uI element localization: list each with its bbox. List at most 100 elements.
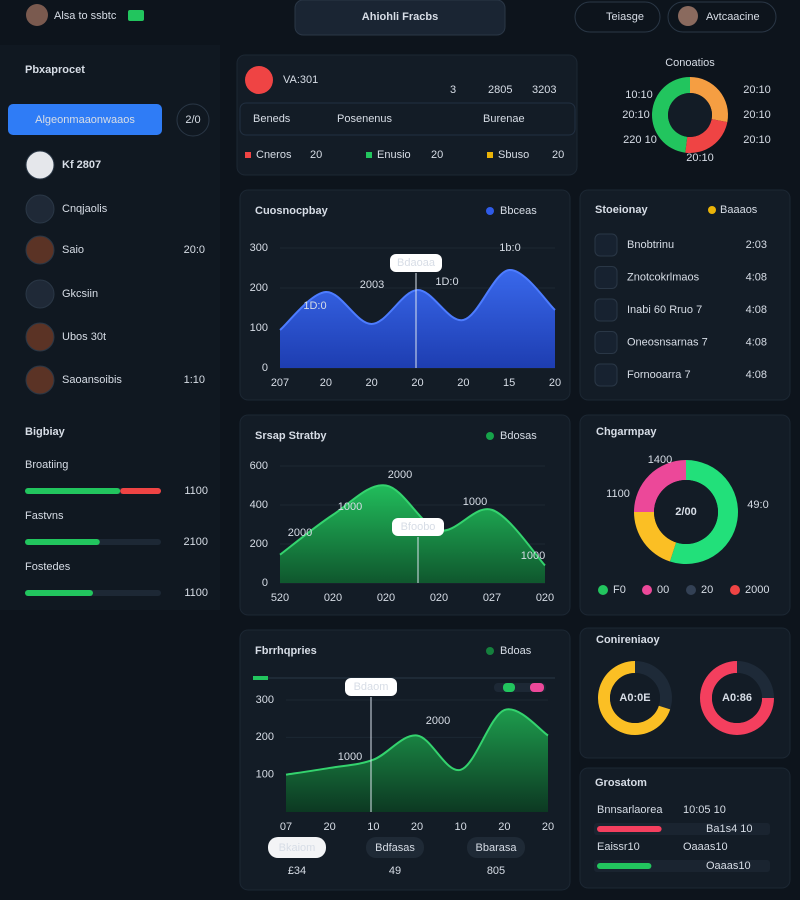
annotation: 2000: [426, 715, 450, 727]
tab-label: Bbarasa: [476, 842, 518, 854]
user-name: Alsa to ssbtc: [54, 10, 117, 22]
x-tick-label: 20: [324, 821, 336, 833]
annotation: 220 10: [623, 134, 657, 146]
annotation: 2000: [388, 469, 412, 481]
column-label: Posenenus: [337, 113, 393, 125]
summary-icon: [245, 66, 273, 94]
profile-button[interactable]: [667, 1, 777, 33]
x-tick-label: 20: [411, 821, 423, 833]
y-tick-label: 300: [250, 242, 268, 254]
row-icon: [594, 298, 618, 322]
x-tick-label: 207: [271, 377, 289, 389]
bar-name: Eaissr10: [597, 841, 640, 853]
progress-segment: [25, 488, 121, 494]
legend-dot: [642, 585, 652, 595]
legend-dot: [486, 432, 494, 440]
x-tick-label: 20: [366, 377, 378, 389]
bar-value: Oaaas10: [683, 841, 728, 853]
annotation: 1000: [338, 751, 362, 763]
legend-dot: [730, 585, 740, 595]
x-tick-label: 020: [324, 592, 342, 604]
sidebar-title: Pbxaprocet: [25, 64, 85, 76]
progress-segment: [120, 488, 161, 494]
legend-name: Enusio: [377, 149, 411, 161]
annotation: 1100: [606, 488, 630, 500]
pill: [530, 683, 544, 692]
chart-title: Fbrrhqpries: [255, 645, 317, 657]
legend-value: 20: [310, 149, 322, 161]
legend-name: 20: [701, 584, 713, 596]
legend-swatch: [366, 152, 372, 158]
item-icon: [25, 194, 55, 224]
tab-value: 805: [487, 865, 505, 877]
y-tick-label: 300: [256, 694, 274, 706]
annotation: 20:10: [743, 109, 771, 121]
chart-title: Srsap Stratby: [255, 430, 327, 442]
row-value: 4:08: [746, 304, 767, 316]
annotation: 2003: [360, 279, 384, 291]
donut-hole: [712, 673, 762, 723]
y-tick-label: 100: [250, 322, 268, 334]
legend-name: 00: [657, 584, 669, 596]
settings-label: Teiasge: [606, 11, 644, 23]
stat: 2805: [488, 84, 512, 96]
tooltip-label: Bfoobo: [401, 521, 436, 533]
annotation: 1000: [338, 501, 362, 513]
tab-button[interactable]: [366, 837, 424, 858]
annotation: 1000: [521, 550, 545, 562]
center-label: A0:0E: [619, 692, 650, 704]
item-icon: [25, 365, 55, 395]
y-tick-label: 100: [256, 769, 274, 781]
header-legend: Bdoas: [500, 645, 532, 657]
row-icon: [594, 233, 618, 257]
progress-value: 2100: [184, 536, 208, 548]
x-tick-label: 10: [367, 821, 379, 833]
donut-segment: [737, 661, 774, 698]
y-tick-label: 0: [262, 362, 268, 374]
tooltip: [345, 678, 397, 696]
annotation: 20:10: [622, 109, 650, 121]
center-button[interactable]: [294, 0, 506, 36]
tab-button[interactable]: [268, 837, 326, 858]
pill: [503, 683, 515, 692]
tab-button[interactable]: [467, 837, 525, 858]
header-legend: Baaaos: [720, 204, 758, 216]
row-icon: [594, 363, 618, 387]
row-label: Fornooarra 7: [627, 369, 691, 381]
panel-title: Stoeionay: [595, 204, 648, 216]
legend-swatch: [245, 152, 251, 158]
bar-name: Bnnsarlaorea: [597, 804, 663, 816]
bar: [597, 863, 652, 869]
column-label: Burenae: [483, 113, 525, 125]
avatar: [26, 4, 48, 26]
area: [286, 709, 548, 812]
x-tick-label: 020: [430, 592, 448, 604]
progress-value: 1100: [184, 587, 208, 599]
settings-button[interactable]: [574, 1, 661, 33]
legend-dot: [686, 585, 696, 595]
center-label: 2/00: [675, 506, 696, 518]
tab-value: 49: [389, 865, 401, 877]
summary-columns: [239, 102, 576, 136]
bar: [597, 826, 662, 832]
badge[interactable]: [176, 103, 210, 137]
annotation: 1400: [648, 454, 672, 466]
primary-button[interactable]: [8, 104, 162, 135]
annotation: 1D:0: [303, 300, 326, 312]
progress-label: Fastvns: [25, 510, 64, 522]
header-legend: Bbceas: [500, 205, 537, 217]
item-icon: [25, 322, 55, 352]
line: [279, 269, 556, 331]
donut-segment: [685, 119, 728, 153]
y-tick-label: 0: [262, 577, 268, 589]
y-tick-label: 200: [250, 282, 268, 294]
donut-segment: [700, 661, 774, 735]
donut-segment: [634, 512, 677, 562]
legend-swatch: [487, 152, 493, 158]
tab-label: Bkaiom: [279, 842, 316, 854]
donut-segment: [690, 77, 728, 123]
stat: 3203: [532, 84, 556, 96]
badge-label: 2/0: [185, 114, 200, 126]
stat: 3: [450, 84, 456, 96]
annotation: 20:10: [686, 152, 714, 164]
